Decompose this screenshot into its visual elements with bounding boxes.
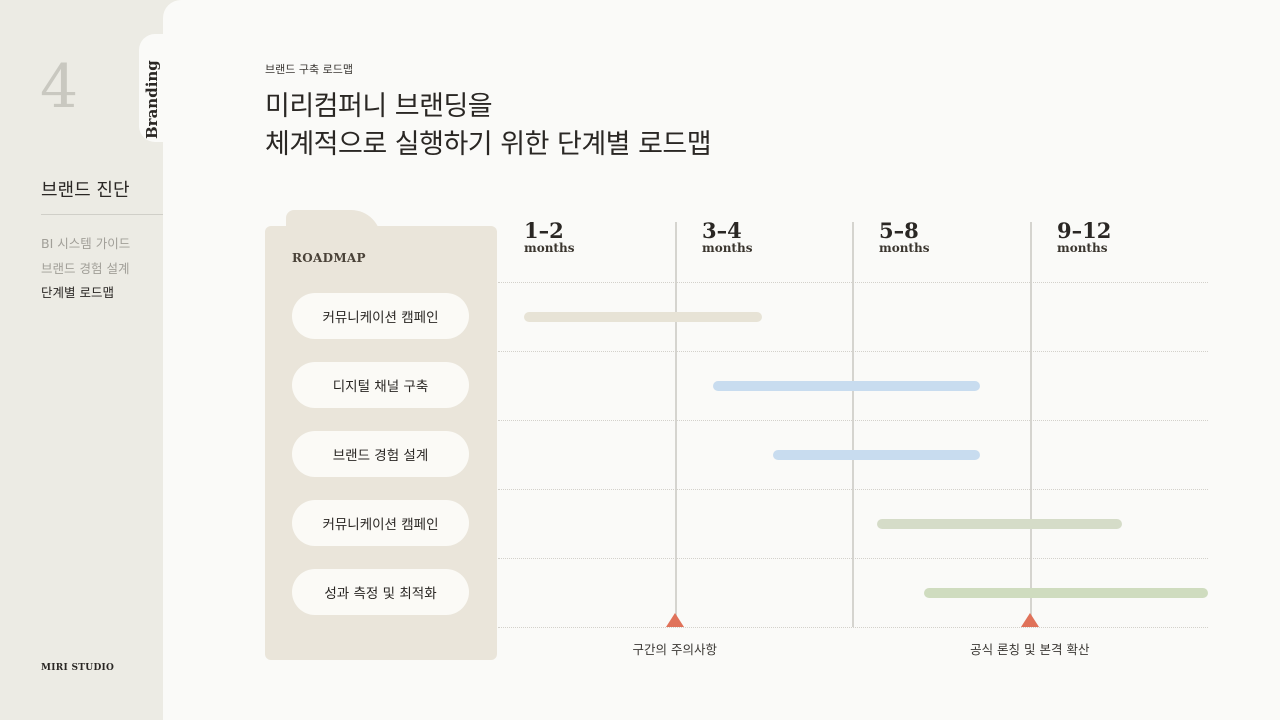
row-divider xyxy=(498,420,1208,421)
milestone-marker-icon xyxy=(665,613,684,627)
row-divider xyxy=(498,282,1208,283)
footer-brand: MIRI STUDIO xyxy=(41,663,115,673)
column-unit: months xyxy=(524,241,575,255)
column-range: 9–12 xyxy=(1057,218,1112,243)
branding-tab[interactable] xyxy=(139,34,179,142)
sidebar-item-roadmap[interactable]: 단계별 로드맵 xyxy=(41,285,114,300)
column-unit: months xyxy=(1057,241,1108,255)
column-range: 5–8 xyxy=(879,218,919,243)
row-divider xyxy=(498,351,1208,352)
milestone-label: 공식 론칭 및 본격 확산 xyxy=(970,642,1090,657)
timeline-bar xyxy=(713,381,981,391)
panel-label: ROADMAP xyxy=(292,251,366,265)
column-unit: months xyxy=(702,241,753,255)
roadmap-item[interactable]: 브랜드 경험 설계 xyxy=(292,431,469,477)
page-title-line1: 미리컴퍼니 브랜딩을 xyxy=(265,91,493,122)
column-divider xyxy=(1030,222,1032,627)
roadmap-item[interactable]: 커뮤니케이션 캠페인 xyxy=(292,500,469,546)
timeline-bar xyxy=(772,450,981,460)
timeline-bar xyxy=(924,588,1208,598)
column-header: 9–12 months xyxy=(1057,218,1111,255)
milestone-label: 구간의 주의사항 xyxy=(632,642,718,657)
page-title-line2: 체계적으로 실행하기 위한 단계별 로드맵 xyxy=(265,129,712,160)
kicker: 브랜드 구축 로드맵 xyxy=(265,63,353,76)
column-range: 1–2 xyxy=(524,218,564,243)
row-divider xyxy=(498,558,1208,559)
sidebar-item-brand-experience[interactable]: 브랜드 경험 설계 xyxy=(41,261,130,276)
column-divider xyxy=(852,222,854,627)
column-unit: months xyxy=(879,241,930,255)
milestone-marker-icon xyxy=(1020,613,1039,627)
column-range: 3–4 xyxy=(702,218,742,243)
roadmap-item[interactable]: 커뮤니케이션 캠페인 xyxy=(292,293,469,339)
column-header: 5–8 months xyxy=(879,218,929,255)
divider xyxy=(41,214,163,215)
column-header: 3–4 months xyxy=(702,218,752,255)
branding-tab-label: Branding xyxy=(143,60,161,140)
roadmap-item[interactable]: 성과 측정 및 최적화 xyxy=(292,569,469,615)
timeline-bar xyxy=(524,312,763,322)
column-header: 1–2 months xyxy=(524,218,574,255)
row-divider xyxy=(498,489,1208,490)
roadmap-item[interactable]: 디지털 채널 구축 xyxy=(292,362,469,408)
section-title: 브랜드 진단 xyxy=(41,180,130,201)
chapter-number: 4 xyxy=(40,52,79,122)
timeline-bar xyxy=(877,519,1123,529)
sidebar-item-bi-guide[interactable]: BI 시스템 가이드 xyxy=(41,236,131,251)
row-divider xyxy=(498,627,1208,628)
column-divider xyxy=(675,222,677,627)
